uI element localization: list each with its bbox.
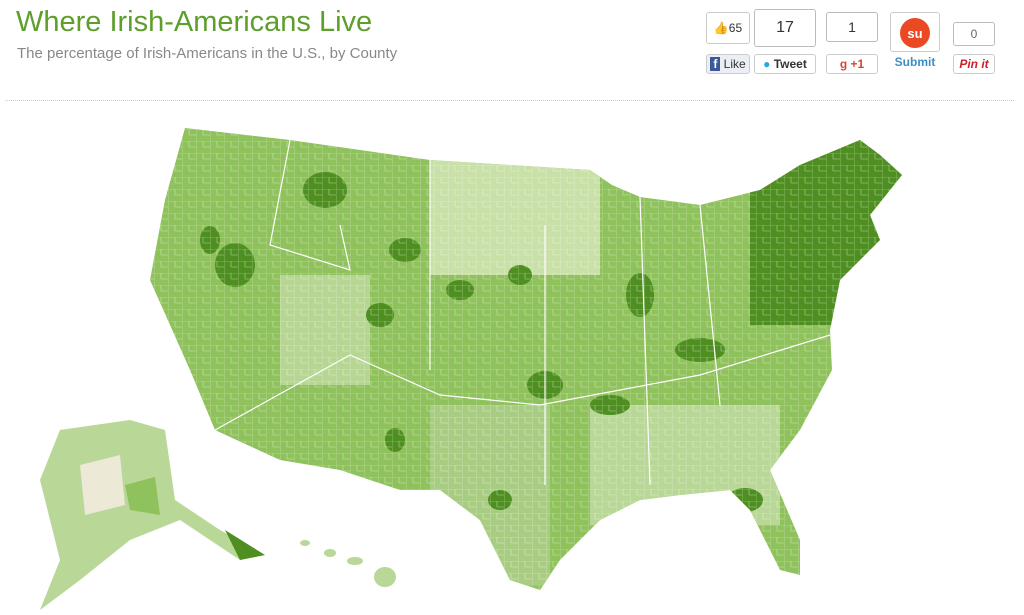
divider: [5, 100, 1014, 101]
gplus-label: +1: [850, 57, 865, 71]
gplus-icon: g: [839, 57, 848, 71]
like-count-box: 👍65: [706, 12, 750, 44]
alaska: [40, 420, 265, 610]
subtitle: The percentage of Irish-Americans in the…: [17, 45, 398, 62]
stumble-icon: su: [900, 18, 930, 48]
hawaii: [300, 540, 396, 587]
county-map: [40, 128, 902, 610]
gplus-count: 1: [826, 12, 878, 42]
title: Where Irish-Americans Live: [16, 6, 373, 38]
stumble-label[interactable]: Submit: [894, 55, 936, 69]
pin-button[interactable]: Pin it: [953, 54, 995, 74]
like-button[interactable]: f Like: [706, 54, 750, 74]
stumble-icon-box: su: [890, 12, 940, 52]
svg-text:su: su: [907, 26, 922, 41]
contiguous-us: [150, 128, 902, 590]
gplus-button[interactable]: g +1: [826, 54, 878, 74]
tweet-label: Tweet: [773, 57, 807, 71]
like-count: 65: [728, 21, 743, 35]
like-label: Like: [723, 57, 746, 71]
pin-count: 0: [953, 22, 995, 46]
tweet-button[interactable]: ● Tweet: [754, 54, 816, 74]
tweet-count: 17: [754, 9, 816, 47]
